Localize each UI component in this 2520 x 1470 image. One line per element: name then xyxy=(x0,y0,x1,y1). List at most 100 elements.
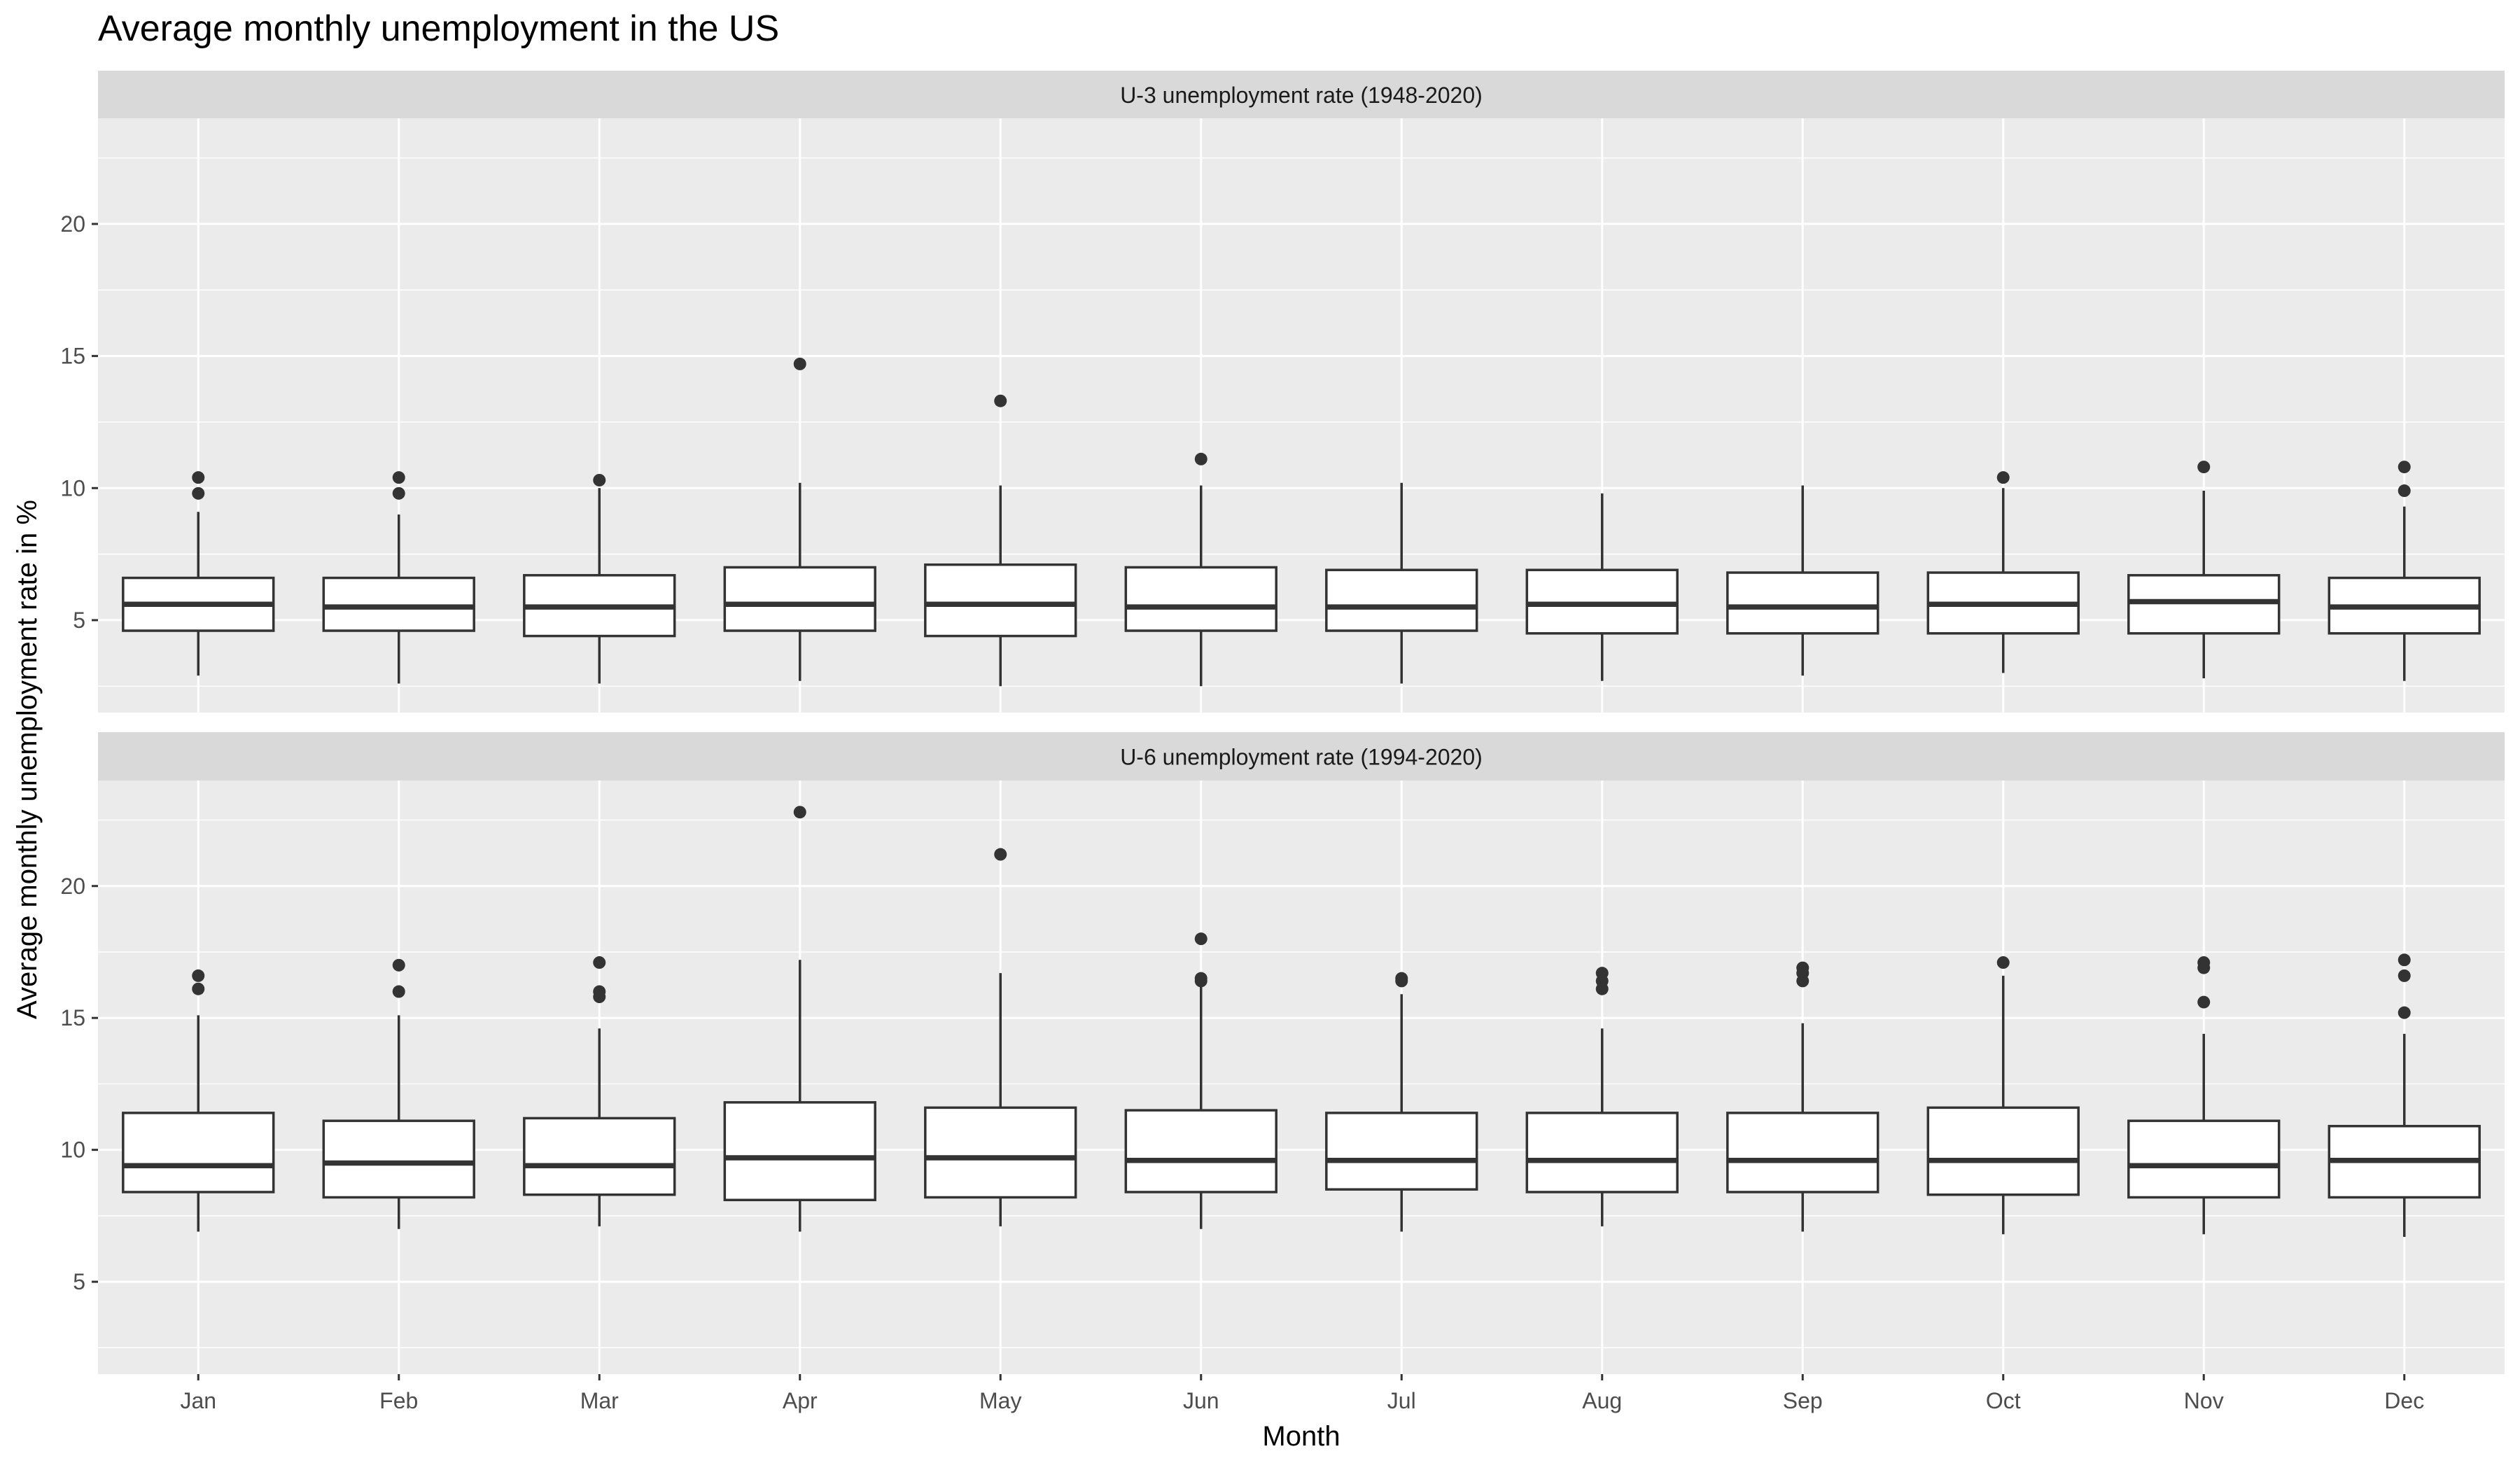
outlier-point xyxy=(2398,484,2411,498)
y-axis-label: Average monthly unemployment rate in % xyxy=(12,500,43,1019)
box-body xyxy=(1325,568,1478,632)
box-aug xyxy=(1525,493,1679,681)
outlier-point xyxy=(392,958,405,972)
box-dec xyxy=(2328,953,2481,1238)
y-tick-label: 20 xyxy=(60,874,85,899)
outlier-point xyxy=(392,471,405,484)
box-nov xyxy=(2127,956,2281,1235)
outlier-point xyxy=(2197,956,2211,969)
box-body xyxy=(1124,1109,1278,1194)
x-tick-label: Nov xyxy=(2184,1388,2224,1413)
box-aug xyxy=(1525,967,1679,1226)
outlier-point xyxy=(1194,932,1208,946)
x-tick-label: Mar xyxy=(580,1388,619,1413)
box-body xyxy=(1726,1112,1879,1194)
x-tick-label: Oct xyxy=(1986,1388,2021,1413)
box-jun xyxy=(1124,452,1278,687)
x-tick-label: Jul xyxy=(1387,1388,1416,1413)
x-tick-label: Aug xyxy=(1582,1388,1622,1413)
outlier-point xyxy=(994,848,1007,861)
x-tick-label: Jun xyxy=(1183,1388,1219,1413)
box-jan xyxy=(122,471,275,676)
panel-background xyxy=(98,780,2505,1374)
outlier-point xyxy=(793,806,806,819)
y-tick-label: 20 xyxy=(60,211,85,237)
y-tick-label: 10 xyxy=(60,1138,85,1163)
box-body xyxy=(1525,1112,1679,1194)
chart-title: Average monthly unemployment in the US xyxy=(98,8,779,49)
outlier-point xyxy=(192,982,205,995)
box-feb xyxy=(322,471,475,684)
panels-layer: U-3 unemployment rate (1948-2020) 5 10 15 20… xyxy=(60,71,2505,1374)
outlier-point xyxy=(1796,961,1809,974)
outlier-point xyxy=(593,956,606,969)
x-tick-label: Feb xyxy=(379,1388,418,1413)
box-body xyxy=(1926,1106,2080,1196)
box-apr xyxy=(723,806,876,1232)
box-body xyxy=(924,563,1077,638)
outlier-point xyxy=(1996,471,2010,484)
box-body xyxy=(1726,571,1879,635)
x-tick-label: Sep xyxy=(1783,1388,1823,1413)
outlier-point xyxy=(392,985,405,998)
outlier-point xyxy=(192,471,205,484)
panel-strip-label: U-6 unemployment rate (1994-2020) xyxy=(1120,745,1483,770)
outlier-point xyxy=(593,473,606,486)
box-jan xyxy=(122,969,275,1232)
outlier-point xyxy=(1194,972,1208,985)
y-tick-label: 15 xyxy=(60,1005,85,1030)
box-may xyxy=(924,394,1077,687)
box-apr xyxy=(723,357,876,681)
panel-strip-label: U-3 unemployment rate (1948-2020) xyxy=(1120,83,1483,108)
y-tick-label: 15 xyxy=(60,344,85,369)
outlier-point xyxy=(593,985,606,998)
box-oct xyxy=(1926,956,2080,1235)
box-body xyxy=(723,1101,876,1202)
x-tick-label: Dec xyxy=(2384,1388,2424,1413)
x-tick-label: Jan xyxy=(180,1388,216,1413)
x-axis-label: Month xyxy=(1262,1421,1340,1452)
outlier-point xyxy=(1395,972,1408,985)
box-jul xyxy=(1325,482,1478,684)
box-jul xyxy=(1325,972,1478,1232)
outlier-point xyxy=(2398,461,2411,474)
outlier-point xyxy=(2197,995,2211,1009)
y-tick-label: 5 xyxy=(73,608,85,633)
box-body xyxy=(322,1119,475,1199)
box-body xyxy=(1325,1112,1478,1191)
x-tick-label: May xyxy=(979,1388,1021,1413)
box-body xyxy=(1525,568,1679,635)
outlier-point xyxy=(1194,452,1208,465)
box-body xyxy=(322,576,475,632)
box-jun xyxy=(1124,932,1278,1229)
outlier-point xyxy=(192,486,205,500)
panel-1: U-3 unemployment rate (1948-2020) 5 10 15 20 xyxy=(60,71,2505,713)
box-body xyxy=(523,1116,676,1196)
box-sep xyxy=(1726,961,1879,1232)
box-feb xyxy=(322,958,475,1229)
panel-background xyxy=(98,118,2505,713)
outlier-point xyxy=(2197,461,2211,474)
x-axis: Jan Feb Mar Apr May Jun Jul Aug Sep Oct Nov Dec xyxy=(180,1374,2424,1413)
outlier-point xyxy=(2398,1006,2411,1019)
panel-strip xyxy=(98,732,2505,780)
outlier-point xyxy=(192,969,205,982)
box-body xyxy=(723,566,876,632)
outlier-point xyxy=(2398,953,2411,967)
box-dec xyxy=(2328,461,2481,681)
box-body xyxy=(924,1106,1077,1199)
box-oct xyxy=(1926,471,2080,673)
y-tick-label: 10 xyxy=(60,475,85,500)
box-mar xyxy=(523,956,676,1226)
box-may xyxy=(924,848,1077,1226)
y-tick-label: 5 xyxy=(73,1269,85,1294)
outlier-point xyxy=(994,394,1007,407)
box-sep xyxy=(1726,485,1879,676)
box-body xyxy=(1124,566,1278,632)
outlier-point xyxy=(793,357,806,370)
box-body xyxy=(2127,1119,2281,1199)
box-mar xyxy=(523,473,676,684)
box-nov xyxy=(2127,461,2281,678)
outlier-point xyxy=(392,486,405,500)
